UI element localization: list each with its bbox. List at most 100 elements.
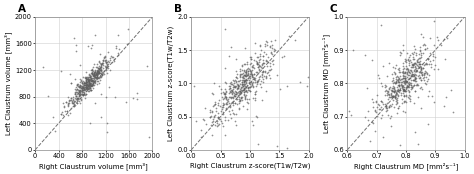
Point: [382, 84, 389, 87]
Point: [238, 72, 246, 75]
Point: [400, 88, 407, 91]
Point: [229, 111, 237, 114]
Point: [226, 54, 233, 57]
Point: [71, 77, 79, 80]
Point: [416, 49, 424, 52]
Point: [400, 94, 407, 97]
Point: [92, 72, 100, 74]
Point: [215, 116, 222, 119]
Point: [91, 73, 98, 76]
Point: [247, 80, 255, 83]
Point: [241, 94, 249, 97]
Point: [410, 102, 418, 104]
Point: [391, 81, 399, 84]
Point: [93, 74, 100, 77]
Point: [237, 92, 244, 95]
Point: [83, 82, 91, 85]
Point: [248, 82, 256, 85]
Point: [407, 59, 414, 61]
Point: [213, 125, 220, 127]
Point: [393, 78, 401, 81]
Point: [143, 65, 151, 68]
Point: [264, 44, 271, 47]
Point: [96, 81, 103, 84]
Point: [84, 85, 92, 87]
Point: [241, 89, 248, 92]
Point: [406, 82, 413, 85]
Point: [96, 67, 103, 70]
Point: [240, 93, 247, 96]
Point: [88, 84, 96, 86]
Point: [82, 84, 90, 87]
Point: [267, 46, 274, 49]
Point: [414, 84, 422, 87]
Point: [251, 91, 258, 93]
Point: [90, 80, 97, 82]
Point: [85, 74, 92, 76]
Point: [81, 96, 89, 99]
Point: [217, 88, 225, 90]
Point: [377, 100, 385, 102]
Point: [57, 113, 65, 115]
Point: [405, 55, 413, 58]
Point: [416, 65, 423, 68]
Point: [416, 62, 423, 65]
Point: [415, 77, 422, 80]
Point: [101, 56, 109, 59]
Point: [94, 77, 101, 80]
Point: [93, 77, 101, 80]
Point: [399, 70, 406, 73]
Point: [80, 87, 88, 90]
Point: [226, 104, 234, 107]
Point: [257, 80, 264, 83]
Point: [396, 87, 404, 90]
Point: [93, 69, 101, 72]
Point: [393, 96, 401, 99]
Point: [414, 95, 421, 98]
Point: [235, 106, 243, 109]
Point: [94, 76, 101, 78]
Point: [377, 81, 384, 84]
Point: [83, 88, 91, 90]
Point: [227, 91, 234, 94]
Point: [86, 89, 93, 92]
Point: [435, 68, 442, 71]
Point: [268, 51, 275, 54]
Point: [420, 79, 428, 81]
Point: [384, 114, 392, 117]
Point: [401, 110, 409, 113]
Point: [411, 61, 419, 64]
Point: [79, 80, 87, 82]
Point: [410, 74, 418, 77]
Point: [263, 40, 270, 43]
Point: [394, 88, 401, 91]
Point: [79, 86, 87, 89]
Point: [237, 89, 245, 91]
Point: [406, 76, 414, 79]
Point: [236, 80, 243, 82]
Point: [364, 119, 372, 122]
Point: [91, 74, 98, 76]
Point: [88, 73, 96, 76]
Point: [242, 98, 249, 101]
Point: [92, 74, 100, 77]
Point: [258, 67, 266, 69]
Point: [400, 80, 407, 82]
Point: [406, 69, 414, 71]
Point: [283, 146, 291, 149]
Point: [242, 73, 249, 76]
Point: [104, 62, 112, 65]
Point: [87, 47, 94, 49]
Point: [102, 60, 110, 63]
Point: [403, 80, 411, 82]
Point: [428, 95, 436, 98]
Point: [396, 80, 403, 83]
Point: [83, 87, 91, 89]
Point: [395, 88, 402, 90]
Point: [390, 86, 397, 89]
Point: [391, 81, 399, 84]
Point: [70, 99, 77, 102]
Point: [88, 78, 95, 81]
Point: [212, 110, 220, 113]
Point: [390, 71, 398, 73]
